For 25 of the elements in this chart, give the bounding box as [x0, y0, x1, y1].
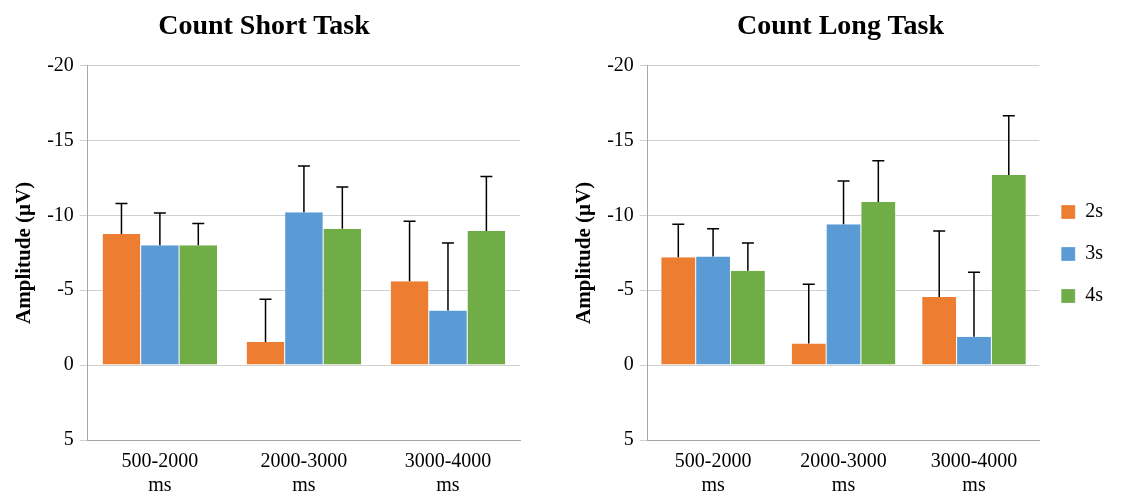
- legend-label: 2s: [1085, 199, 1104, 222]
- chart-title: Count Long Task: [736, 9, 945, 41]
- y-tick-label: -15: [607, 127, 634, 150]
- legend-label: 4s: [1085, 283, 1104, 306]
- x-tick-label: 3000-4000 ms: [404, 449, 492, 496]
- chart-title: Count Short Task: [158, 9, 371, 41]
- y-tick-label: -20: [607, 52, 634, 75]
- y-tick-label: 5: [623, 427, 634, 450]
- x-tick-label: 3000-4000 ms: [930, 449, 1018, 496]
- y-tick-label: 0: [623, 352, 634, 375]
- x-tick-label: 500-2000 ms: [674, 449, 752, 496]
- y-axis-title: Amplitude (µV): [11, 181, 36, 324]
- x-tick-label: 2000-3000 ms: [260, 449, 348, 496]
- x-tick-label: 500-2000 ms: [121, 449, 199, 496]
- y-tick-label: -10: [607, 202, 634, 225]
- y-tick-label: -10: [47, 202, 74, 225]
- y-tick-label: -5: [617, 277, 634, 300]
- y-tick-label: -5: [57, 277, 74, 300]
- y-tick-label: -15: [47, 127, 74, 150]
- legend-label: 3s: [1085, 241, 1104, 264]
- y-tick-label: 5: [63, 427, 74, 450]
- y-axis-title: Amplitude (µV): [571, 181, 596, 324]
- x-tick-label: 2000-3000 ms: [800, 449, 887, 496]
- y-tick-label: -20: [47, 52, 74, 75]
- y-tick-label: 0: [63, 352, 74, 375]
